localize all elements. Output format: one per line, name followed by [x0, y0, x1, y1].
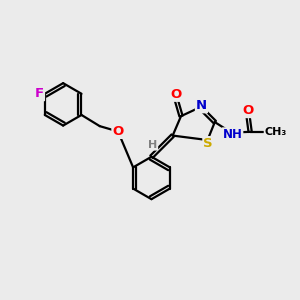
Text: CH₃: CH₃ — [265, 127, 287, 137]
Text: O: O — [170, 88, 181, 101]
Text: S: S — [203, 137, 213, 150]
Text: H: H — [148, 140, 157, 150]
Text: O: O — [112, 125, 124, 138]
Text: NH: NH — [223, 128, 242, 141]
Text: O: O — [242, 104, 254, 117]
Text: F: F — [35, 87, 44, 100]
Text: N: N — [196, 99, 207, 112]
